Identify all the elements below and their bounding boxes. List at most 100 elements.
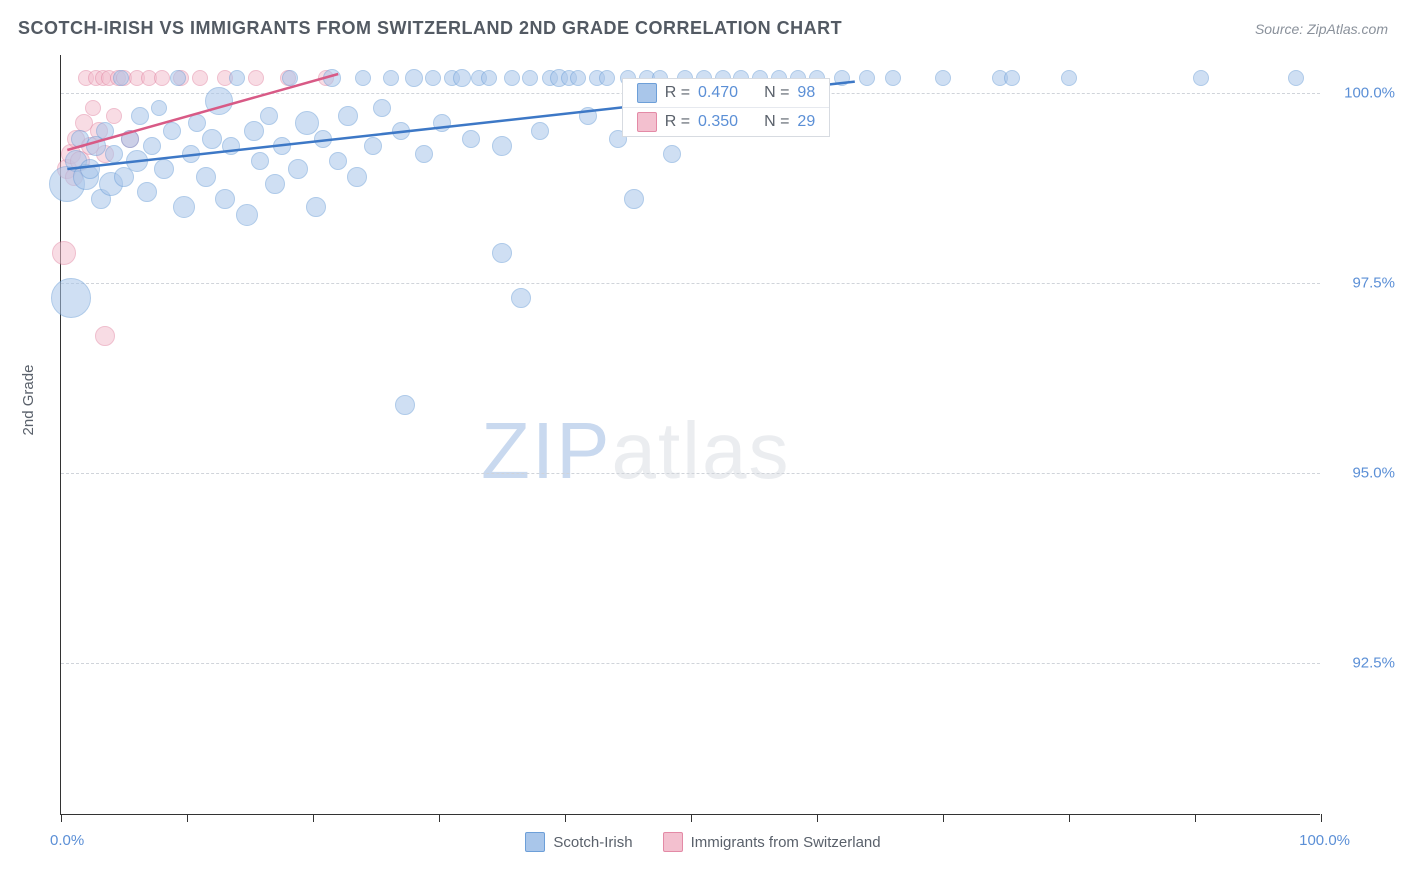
legend-swatch (525, 832, 545, 852)
data-point (51, 278, 91, 318)
gridline (61, 663, 1320, 664)
data-point (395, 395, 415, 415)
x-tick (565, 814, 566, 822)
data-point (885, 70, 901, 86)
data-point (151, 100, 167, 116)
x-tick (1321, 814, 1322, 822)
r-value: 0.470 (698, 84, 738, 102)
data-point (248, 70, 264, 86)
data-point (80, 159, 100, 179)
data-point (1288, 70, 1304, 86)
y-tick-label: 92.5% (1330, 655, 1395, 672)
data-point (1193, 70, 1209, 86)
data-point (295, 111, 319, 135)
data-point (579, 107, 597, 125)
data-point (415, 145, 433, 163)
data-point (260, 107, 278, 125)
chart-title: SCOTCH-IRISH VS IMMIGRANTS FROM SWITZERL… (18, 18, 842, 39)
data-point (383, 70, 399, 86)
legend-item: Immigrants from Switzerland (663, 832, 881, 852)
data-point (131, 107, 149, 125)
data-point (113, 70, 129, 86)
legend-swatch (637, 112, 657, 132)
data-point (373, 99, 391, 117)
data-point (236, 204, 258, 226)
legend-swatch (637, 83, 657, 103)
source-attribution: Source: ZipAtlas.com (1255, 21, 1388, 37)
watermark-part1: ZIP (481, 406, 611, 495)
n-label: N = (764, 84, 789, 102)
legend-label: Scotch-Irish (553, 834, 632, 851)
x-tick (1069, 814, 1070, 822)
x-tick (61, 814, 62, 822)
stats-row: R =0.350N =29 (623, 107, 830, 136)
data-point (405, 69, 423, 87)
watermark: ZIPatlas (481, 405, 790, 497)
data-point (52, 241, 76, 265)
n-label: N = (764, 113, 789, 131)
data-point (215, 189, 235, 209)
data-point (425, 70, 441, 86)
gridline (61, 283, 1320, 284)
watermark-part2: atlas (611, 406, 790, 495)
data-point (96, 122, 114, 140)
data-point (196, 167, 216, 187)
data-point (453, 69, 471, 87)
data-point (202, 129, 222, 149)
data-point (1004, 70, 1020, 86)
data-point (244, 121, 264, 141)
data-point (433, 114, 451, 132)
data-point (624, 189, 644, 209)
data-point (323, 69, 341, 87)
data-point (251, 152, 269, 170)
data-point (170, 70, 186, 86)
data-point (154, 70, 170, 86)
y-tick-label: 95.0% (1330, 465, 1395, 482)
data-point (173, 196, 195, 218)
y-tick-label: 100.0% (1330, 85, 1395, 102)
x-tick (943, 814, 944, 822)
data-point (265, 174, 285, 194)
data-point (121, 130, 139, 148)
data-point (392, 122, 410, 140)
data-point (663, 145, 681, 163)
r-label: R = (665, 84, 690, 102)
x-tick (691, 814, 692, 822)
data-point (95, 326, 115, 346)
n-value: 29 (797, 113, 815, 131)
data-point (531, 122, 549, 140)
data-point (106, 108, 122, 124)
data-point (364, 137, 382, 155)
x-tick (1195, 814, 1196, 822)
data-point (314, 130, 332, 148)
data-point (570, 70, 586, 86)
data-point (154, 159, 174, 179)
data-point (834, 70, 850, 86)
data-point (288, 159, 308, 179)
data-point (347, 167, 367, 187)
data-point (192, 70, 208, 86)
data-point (182, 145, 200, 163)
data-point (205, 87, 233, 115)
data-point (1061, 70, 1077, 86)
data-point (462, 130, 480, 148)
data-point (85, 100, 101, 116)
data-point (504, 70, 520, 86)
data-point (137, 182, 157, 202)
legend-label: Immigrants from Switzerland (691, 834, 881, 851)
data-point (163, 122, 181, 140)
data-point (481, 70, 497, 86)
scatter-chart: ZIPatlas 92.5%95.0%97.5%100.0%R =0.470N … (60, 55, 1320, 815)
data-point (599, 70, 615, 86)
y-tick-label: 97.5% (1330, 275, 1395, 292)
legend-item: Scotch-Irish (525, 832, 632, 852)
data-point (492, 243, 512, 263)
data-point (338, 106, 358, 126)
data-point (329, 152, 347, 170)
data-point (306, 197, 326, 217)
x-tick (817, 814, 818, 822)
data-point (229, 70, 245, 86)
y-axis-label: 2nd Grade (20, 365, 37, 436)
x-tick (313, 814, 314, 822)
bottom-legend: Scotch-Irish Immigrants from Switzerland (0, 832, 1406, 852)
